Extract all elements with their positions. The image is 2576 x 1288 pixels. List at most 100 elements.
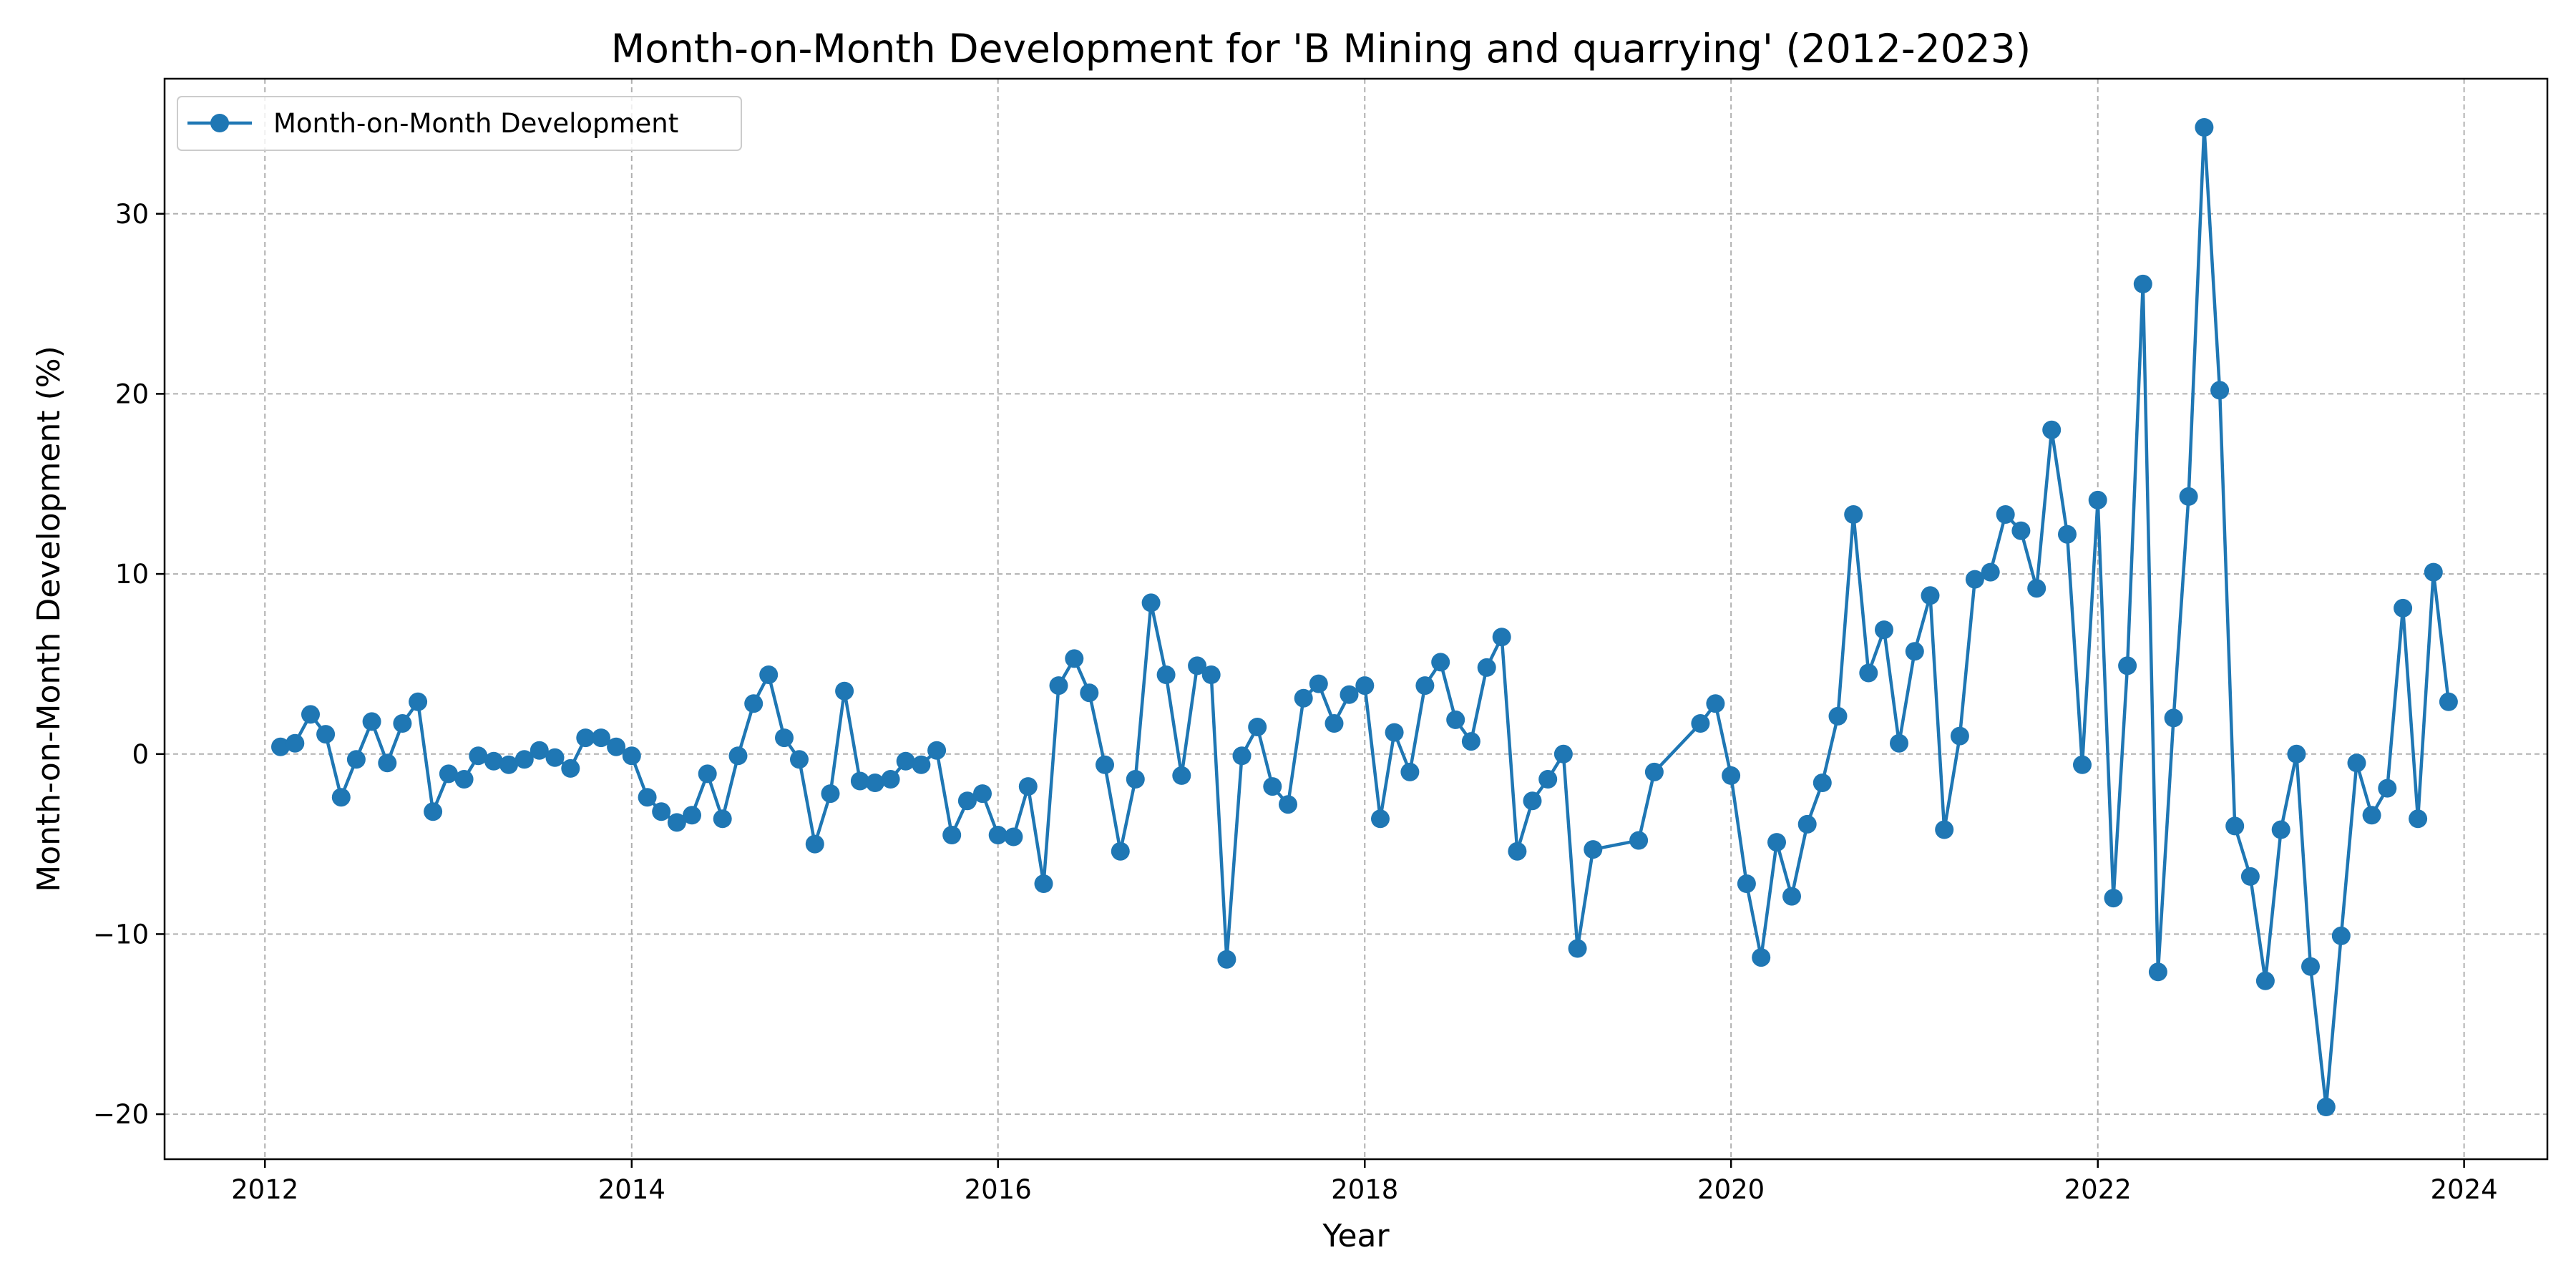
y-tick-label-10: 10	[115, 559, 149, 590]
data-point	[1828, 706, 1848, 726]
data-point	[2073, 755, 2092, 774]
data-point	[2195, 118, 2214, 137]
data-point	[409, 692, 428, 711]
data-point	[592, 728, 610, 748]
data-point	[728, 746, 748, 766]
data-point	[1508, 841, 1527, 861]
data-point	[1950, 726, 1969, 746]
data-point	[2394, 598, 2413, 618]
data-point	[2225, 816, 2245, 836]
data-point	[1859, 663, 1878, 683]
data-point	[2409, 809, 2428, 829]
data-point	[2439, 692, 2458, 711]
legend-marker-swatch	[210, 114, 229, 132]
data-point	[2042, 420, 2062, 439]
x-tick-label-2024: 2024	[2431, 1174, 2498, 1205]
data-point	[850, 771, 869, 791]
data-point	[1111, 841, 1130, 861]
data-point	[2118, 656, 2137, 675]
data-point	[865, 774, 884, 792]
data-point	[1584, 840, 1603, 859]
data-point	[638, 788, 657, 807]
data-point	[1844, 505, 1863, 524]
data-point	[1813, 774, 1832, 792]
data-point	[1065, 649, 1084, 668]
data-point	[1737, 874, 1756, 893]
data-point	[561, 758, 580, 778]
data-point	[316, 725, 336, 744]
data-point	[2210, 381, 2230, 400]
data-point	[1201, 665, 1221, 684]
legend-label: Month-on-Month Development	[273, 108, 678, 139]
data-point	[790, 750, 809, 769]
data-point	[835, 681, 854, 701]
data-point	[2179, 487, 2198, 506]
data-point	[1385, 723, 1404, 742]
data-point	[1921, 586, 1940, 605]
x-tick-label-2022: 2022	[2064, 1174, 2132, 1205]
data-point	[2164, 708, 2183, 728]
data-point	[2255, 971, 2275, 990]
data-point	[439, 764, 458, 784]
y-tick-label-0: 0	[132, 739, 149, 770]
data-point	[2058, 525, 2077, 544]
data-point	[2378, 779, 2397, 798]
data-point	[1538, 770, 1558, 789]
y-tick-label--20: −20	[93, 1099, 149, 1130]
data-point	[1400, 762, 1420, 781]
data-point	[988, 826, 1008, 844]
data-point	[2301, 957, 2320, 976]
data-point	[469, 746, 488, 766]
data-point	[1156, 665, 1176, 684]
data-point	[713, 809, 732, 829]
data-point	[2287, 744, 2306, 763]
data-point	[2240, 867, 2260, 886]
y-axis-label: Month-on-Month Development (%)	[31, 346, 67, 892]
data-point	[2011, 521, 2031, 540]
data-point	[1034, 874, 1053, 893]
data-point	[1172, 766, 1191, 785]
x-axis-label: Year	[1322, 1218, 1390, 1254]
x-tick-label-2020: 2020	[1697, 1174, 1765, 1205]
chart-title: Month-on-Month Development for 'B Mining…	[611, 26, 2031, 72]
data-point	[484, 751, 503, 771]
data-point	[378, 753, 397, 773]
data-point	[424, 802, 443, 821]
data-point	[927, 741, 947, 760]
data-point	[2148, 962, 2167, 982]
series-layer	[271, 118, 2458, 1116]
data-point	[1126, 770, 1145, 789]
data-point	[499, 755, 518, 774]
x-axis: 2012 2014 2016 2018 2020 2022 2024	[231, 1159, 2498, 1205]
data-point	[1722, 766, 1741, 785]
data-point	[957, 791, 977, 811]
data-point	[1553, 744, 1573, 763]
data-point	[1706, 694, 1725, 713]
y-tick-label-30: 30	[115, 199, 149, 230]
data-point	[1049, 676, 1068, 696]
data-point	[393, 714, 412, 733]
data-point	[1890, 733, 1908, 753]
data-point	[2133, 274, 2152, 293]
data-point	[1309, 674, 1328, 693]
data-point	[2316, 1098, 2336, 1116]
data-point	[2088, 490, 2107, 509]
data-point	[1644, 762, 1664, 781]
x-tick-label-2018: 2018	[1331, 1174, 1398, 1205]
data-point	[1324, 714, 1344, 733]
data-point	[2027, 579, 2046, 598]
data-point	[1018, 777, 1038, 796]
data-point	[545, 748, 565, 767]
data-point	[1431, 653, 1450, 672]
data-point	[1188, 656, 1207, 675]
data-point	[1263, 777, 1282, 796]
data-point	[286, 733, 305, 753]
y-tick-label-20: 20	[115, 379, 149, 409]
legend: Month-on-Month Development	[177, 96, 742, 151]
data-point	[744, 694, 763, 713]
data-point	[301, 705, 320, 724]
data-point	[607, 737, 626, 756]
data-point	[1279, 795, 1297, 814]
